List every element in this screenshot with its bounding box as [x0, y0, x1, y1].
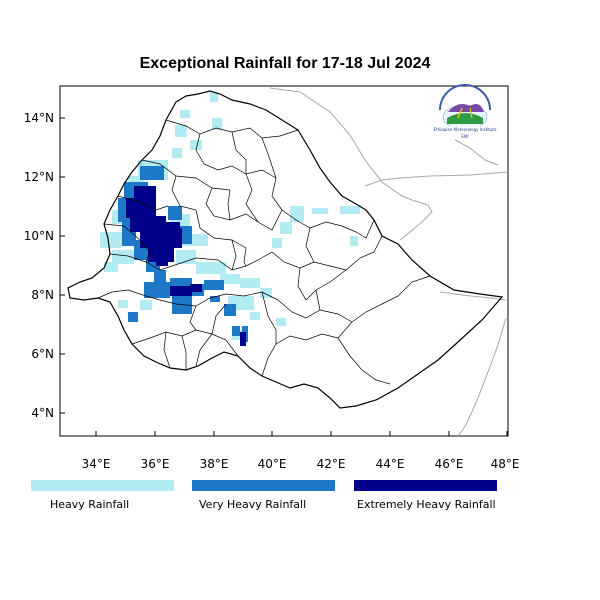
institute-logo: Ethiopian Meteorology Institute EMI [434, 84, 497, 139]
y-tick-label: 4°N [31, 406, 54, 420]
x-tick-label: 38°E [200, 457, 229, 471]
x-tick-label: 36°E [141, 457, 170, 471]
legend-swatch-heavy [31, 480, 174, 491]
y-tick-label: 8°N [31, 288, 54, 302]
x-tick-label: 44°E [376, 457, 405, 471]
y-tick-label: 10°N [24, 229, 54, 243]
axis-ticks [60, 117, 508, 436]
ethiopia-outline [67, 90, 504, 409]
legend-label-very-heavy: Very Heavy Rainfall [199, 498, 307, 511]
legend-swatch-very-heavy [192, 480, 335, 491]
legend-swatch-extreme [354, 480, 497, 491]
y-tick-label: 6°N [31, 347, 54, 361]
y-tick-label: 14°N [24, 111, 54, 125]
y-tick-labels: 14°N 12°N 10°N 8°N 6°N 4°N [24, 111, 54, 420]
x-tick-label: 34°E [82, 457, 111, 471]
admin-borders [97, 119, 431, 385]
legend-label-extreme: Extremely Heavy Rainfall [357, 498, 496, 511]
svg-text:Ethiopian Meteorology Institut: Ethiopian Meteorology Institute [434, 127, 497, 132]
x-tick-label: 40°E [258, 457, 287, 471]
x-tick-labels: 34°E 36°E 38°E 40°E 42°E 44°E 46°E 48°E [82, 457, 520, 471]
x-tick-label: 42°E [317, 457, 346, 471]
x-tick-label: 48°E [491, 457, 520, 471]
extreme-rainfall-cells [126, 186, 246, 346]
y-tick-label: 12°N [24, 170, 54, 184]
x-tick-label: 46°E [435, 457, 464, 471]
legend-label-heavy: Heavy Rainfall [50, 498, 130, 511]
svg-text:EMI: EMI [461, 134, 468, 139]
map-title: Exceptional Rainfall for 17-18 Jul 2024 [139, 55, 431, 72]
neighbor-borders [269, 87, 509, 437]
plot-frame [59, 85, 509, 437]
